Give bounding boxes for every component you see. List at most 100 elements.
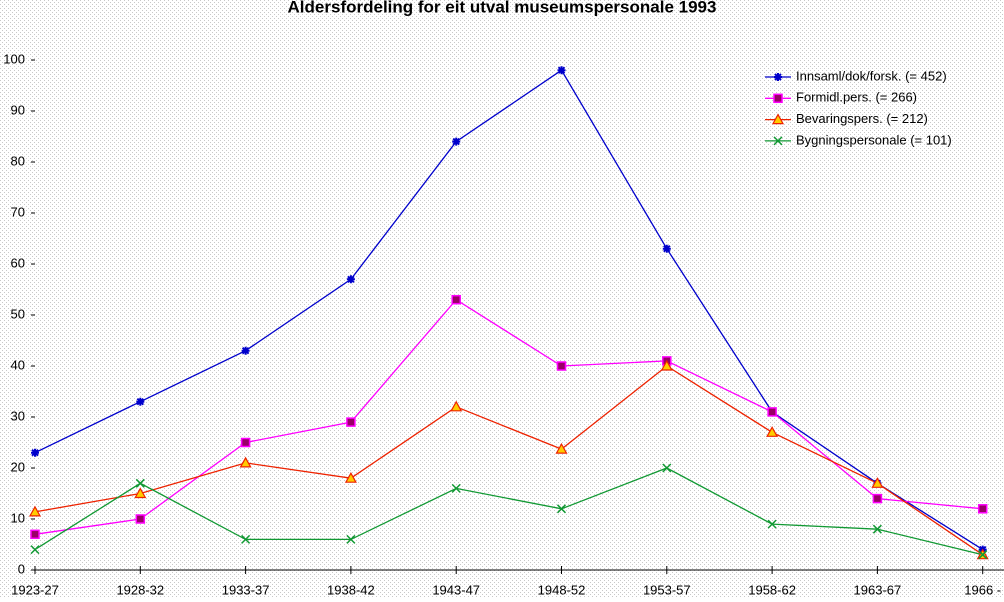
marker-part: [767, 407, 777, 417]
marker: [555, 442, 568, 454]
marker: [978, 550, 988, 560]
marker-part: [556, 361, 567, 371]
marker-part: [31, 448, 39, 457]
x-tick-label: 1966 -: [964, 582, 1001, 597]
y-tick-label: 30: [11, 408, 25, 423]
marker-part: [240, 437, 251, 448]
marker: [773, 136, 783, 146]
marker: [30, 545, 40, 555]
marker-part: [451, 294, 461, 305]
marker-part: [30, 545, 40, 555]
legend-label: Bygningspersonale (= 101): [796, 132, 952, 147]
marker-part: [451, 483, 461, 493]
y-tick-label: 90: [11, 102, 25, 117]
marker: [977, 504, 988, 514]
marker: [135, 478, 145, 488]
marker: [773, 93, 783, 104]
x-tick-label: 1963-67: [854, 582, 902, 597]
marker-part: [450, 400, 463, 412]
marker-part: [346, 275, 355, 284]
marker-part: [241, 346, 250, 355]
marker-part: [771, 113, 785, 125]
marker: [239, 456, 252, 468]
marker: [28, 505, 42, 517]
marker: [451, 483, 461, 493]
marker-part: [241, 534, 251, 544]
marker: [556, 361, 567, 371]
marker-part: [872, 524, 882, 534]
marker: [451, 294, 461, 305]
series-line: [34, 69, 984, 551]
marker-part: [557, 66, 566, 75]
y-tick-label: 20: [11, 459, 25, 474]
x-tick-label: 1948-52: [538, 582, 586, 597]
marker-part: [555, 442, 568, 454]
legend-label: Bevaringspers. (= 212): [796, 111, 928, 126]
marker: [136, 397, 145, 406]
marker: [241, 534, 251, 544]
marker: [346, 417, 356, 427]
marker-part: [135, 514, 146, 524]
marker-part: [766, 426, 779, 437]
marker: [31, 448, 39, 457]
marker: [556, 504, 567, 514]
marker-part: [30, 529, 40, 540]
marker: [30, 529, 40, 540]
marker: [872, 493, 883, 504]
marker-part: [872, 493, 883, 504]
marker-part: [344, 471, 357, 483]
marker-part: [239, 456, 252, 468]
y-tick-label: 10: [11, 510, 25, 525]
marker: [452, 137, 461, 146]
x-tick-label: 1943-47: [432, 582, 480, 597]
marker: [662, 463, 672, 473]
x-tick-label: 1958-62: [748, 582, 796, 597]
marker: [450, 400, 463, 412]
y-tick-label: 40: [11, 357, 25, 372]
marker: [241, 346, 250, 355]
y-tick-label: 0: [18, 561, 25, 576]
x-tick-label: 1938-42: [327, 582, 375, 597]
series-line: [34, 298, 983, 535]
marker: [344, 471, 357, 483]
marker-part: [871, 477, 884, 488]
chart-title: Aldersfordeling for eit utval museumsper…: [288, 0, 717, 16]
marker-part: [773, 93, 783, 104]
marker-part: [978, 550, 988, 560]
marker-part: [773, 136, 783, 146]
marker-part: [346, 417, 356, 427]
x-tick-label: 1928-32: [116, 582, 164, 597]
marker-part: [662, 244, 671, 253]
marker: [767, 407, 777, 417]
marker: [240, 437, 251, 448]
series-line: [34, 365, 984, 556]
marker-part: [135, 478, 145, 488]
marker: [774, 73, 782, 81]
x-tick-label: 1933-37: [222, 582, 270, 597]
marker-part: [136, 397, 145, 406]
x-tick-label: 1953-57: [643, 582, 691, 597]
y-tick-label: 60: [11, 255, 25, 270]
marker-part: [452, 137, 461, 146]
y-tick-label: 80: [11, 153, 25, 168]
marker: [872, 524, 882, 534]
marker-part: [767, 519, 777, 529]
marker-part: [660, 359, 673, 371]
marker-part: [774, 73, 782, 81]
marker: [134, 487, 147, 499]
marker: [346, 534, 356, 544]
marker: [557, 66, 566, 75]
marker: [660, 359, 673, 371]
marker: [662, 244, 671, 253]
marker-part: [134, 487, 147, 499]
marker-part: [28, 505, 42, 517]
marker: [771, 113, 785, 125]
marker: [135, 514, 146, 524]
y-tick-label: 70: [11, 204, 25, 219]
legend-label: Innsaml/dok/forsk. (= 452): [796, 68, 947, 83]
y-tick-label: 100: [3, 51, 25, 66]
marker: [767, 519, 777, 529]
marker: [871, 477, 884, 488]
marker: [346, 275, 355, 284]
